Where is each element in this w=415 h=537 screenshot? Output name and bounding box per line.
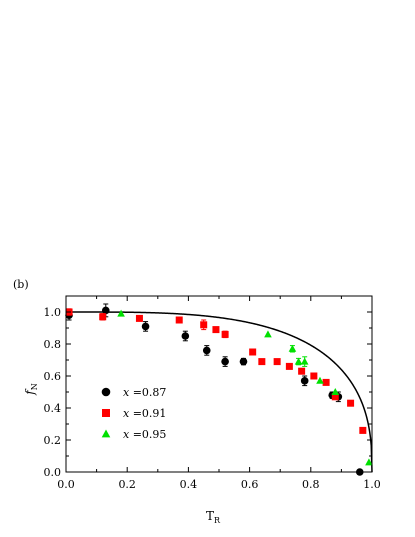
legend-label-var: x	[123, 407, 130, 420]
data-point	[310, 372, 318, 380]
data-point	[300, 357, 309, 365]
legend-label: x =0.91	[123, 407, 166, 420]
series-triangle	[117, 309, 373, 466]
data-point	[258, 358, 266, 366]
data-point	[316, 376, 324, 384]
y-axis-title-sub: N	[30, 383, 39, 390]
y-axis-title: fN	[23, 383, 39, 395]
data-point	[365, 458, 373, 466]
data-point	[117, 309, 125, 317]
data-point	[298, 367, 306, 375]
x-axis-title-main: T	[206, 509, 214, 523]
data-point	[264, 330, 272, 338]
legend-marker-square	[102, 409, 110, 417]
panel-label: (b)	[13, 278, 29, 291]
y-axis: 0.0 0.2 0.4 0.6 0.8 1.0	[44, 295, 372, 479]
data-point	[221, 330, 229, 338]
x-tick-label: 1.0	[363, 478, 381, 491]
fit-curve	[66, 311, 373, 473]
legend-label-value: =0.95	[129, 428, 166, 441]
data-point	[294, 357, 303, 365]
data-point	[221, 357, 229, 366]
data-point	[212, 326, 220, 334]
y-tick-label: 0.4	[44, 402, 62, 415]
legend-label-var: x	[123, 386, 130, 399]
legend-label: x =0.95	[123, 428, 166, 441]
legend-label-value: =0.91	[129, 407, 166, 420]
data-point	[175, 316, 183, 324]
x-tick-label: 0.0	[57, 478, 75, 491]
y-tick-label: 0.6	[44, 370, 62, 383]
data-point	[331, 388, 340, 395]
y-tick-label: 0.0	[44, 466, 62, 479]
data-point	[200, 321, 208, 329]
legend-marker-circle	[101, 387, 111, 397]
data-point	[99, 313, 107, 321]
x-tick-label: 0.4	[180, 478, 198, 491]
legend-label-value: =0.87	[129, 386, 166, 399]
y-tick-label: 0.8	[44, 338, 62, 351]
data-point	[285, 362, 293, 370]
series-circle	[65, 303, 364, 476]
data-point	[141, 322, 150, 331]
data-point	[331, 393, 339, 401]
legend: x =0.87x =0.91x =0.95	[101, 386, 166, 441]
data-point	[101, 306, 110, 315]
x-axis-title: TR	[206, 509, 221, 525]
y-tick-label: 0.2	[44, 434, 62, 447]
legend-label-var: x	[123, 428, 130, 441]
data-point	[300, 377, 309, 385]
x-tick-label: 0.2	[118, 478, 136, 491]
legend-marker-triangle	[101, 429, 111, 438]
x-tick-label: 0.6	[241, 478, 259, 491]
data-point	[273, 358, 281, 366]
plot-area	[65, 303, 373, 476]
data-point	[202, 346, 211, 355]
y-tick-label: 1.0	[44, 306, 62, 319]
x-axis-title-sub: R	[214, 516, 221, 525]
data-point	[359, 426, 367, 434]
data-point	[288, 344, 297, 352]
data-point	[249, 348, 257, 356]
data-point	[347, 399, 355, 407]
data-point	[322, 378, 330, 386]
data-point	[181, 332, 190, 340]
data-point	[239, 357, 248, 366]
series-square	[65, 308, 367, 434]
x-axis: 0.0 0.2 0.4 0.6 0.8 1.0	[57, 296, 381, 491]
legend-label: x =0.87	[123, 386, 166, 399]
data-point	[135, 314, 143, 322]
y-axis-title-main: f	[23, 388, 37, 396]
x-tick-label: 0.8	[302, 478, 320, 491]
